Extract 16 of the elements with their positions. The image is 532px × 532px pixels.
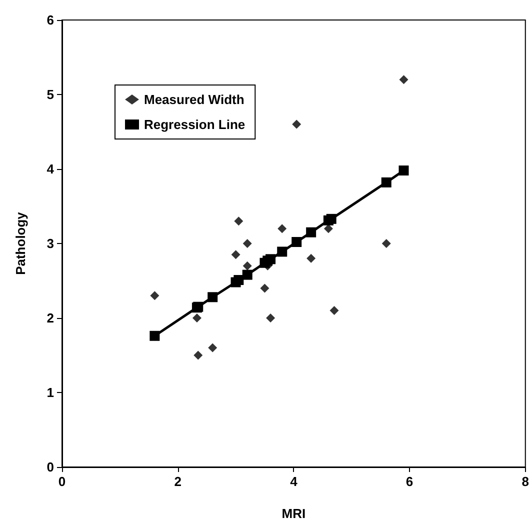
y-tick-label: 0 [46, 460, 54, 474]
y-axis-title: Pathology [13, 211, 28, 275]
legend-label: Measured Width [144, 92, 244, 107]
legend-label: Regression Line [144, 117, 246, 132]
y-tick-label: 1 [46, 385, 54, 400]
x-axis-title: MRI [282, 506, 306, 521]
y-tick-label: 5 [46, 87, 54, 102]
y-tick-label: 2 [46, 310, 54, 326]
x-tick-label: 0 [58, 474, 66, 489]
y-tick-label: 6 [46, 12, 54, 28]
x-tick-label: 6 [406, 474, 414, 489]
x-tick-label: 8 [522, 474, 529, 489]
y-tick-label: 3 [46, 236, 54, 251]
x-tick-label: 4 [290, 474, 298, 489]
y-tick-label: 4 [46, 162, 55, 176]
x-tick-label: 2 [174, 474, 182, 489]
